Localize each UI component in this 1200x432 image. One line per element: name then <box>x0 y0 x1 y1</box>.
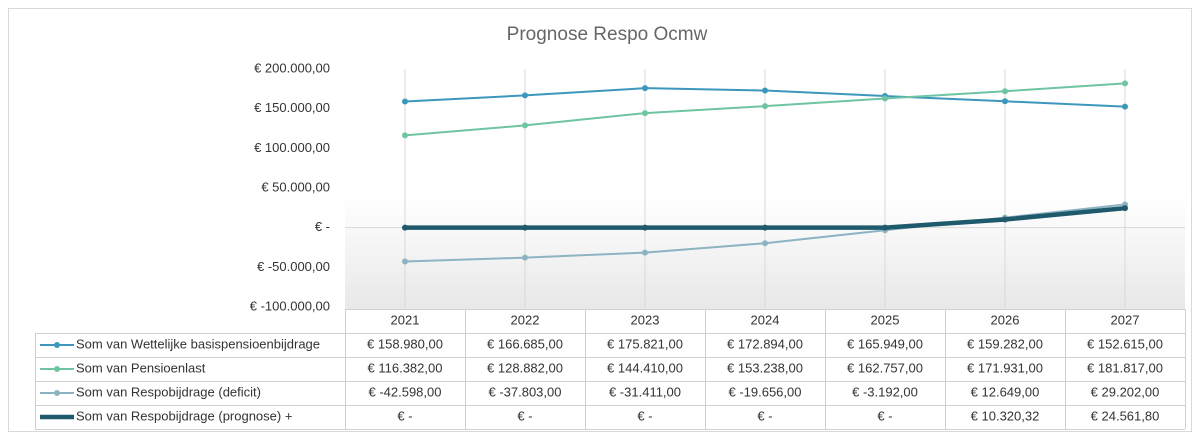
legend-label: Som van Respobijdrage (prognose) + <box>76 408 292 423</box>
data-label: € 159.282,00 <box>967 336 1043 351</box>
point-marker <box>642 224 648 231</box>
y-tick-label: € -50.000,00 <box>257 259 330 274</box>
x-tick-label: 2025 <box>871 312 900 327</box>
y-tick-label: € 200.000,00 <box>254 60 330 75</box>
legend-label: Som van Pensioenlast <box>76 360 206 375</box>
data-label: € -42.598,00 <box>368 384 441 399</box>
point-marker <box>762 224 768 231</box>
data-label: € 10.320,32 <box>971 408 1040 423</box>
point-marker <box>882 95 888 102</box>
data-label: € 128.882,00 <box>487 360 563 375</box>
data-label: € 166.685,00 <box>487 336 563 351</box>
data-label: € 116.382,00 <box>368 360 443 375</box>
point-marker <box>522 224 528 231</box>
data-label: € 153.238,00 <box>727 360 803 375</box>
data-label: € 144.410,00 <box>607 360 683 375</box>
data-label: € 24.561,80 <box>1091 408 1160 423</box>
point-marker <box>402 224 408 231</box>
data-label: € 158.980,00 <box>367 336 443 351</box>
point-marker <box>402 258 408 265</box>
point-marker <box>402 98 408 105</box>
y-tick-label: € -100.000,00 <box>250 298 330 313</box>
data-label: € 165.949,00 <box>847 336 923 351</box>
point-marker <box>402 132 408 139</box>
data-label: € - <box>517 408 532 423</box>
data-label: € -3.192,00 <box>852 384 918 399</box>
data-label: € -19.656,00 <box>728 384 801 399</box>
legend-marker <box>54 366 60 372</box>
point-marker <box>522 254 528 261</box>
point-marker <box>1122 205 1128 212</box>
data-label: € - <box>397 408 412 423</box>
data-label: € 172.894,00 <box>727 336 803 351</box>
legend-marker <box>54 390 60 396</box>
point-marker <box>762 103 768 110</box>
y-tick-label: € 150.000,00 <box>254 100 330 115</box>
y-tick-label: € 100.000,00 <box>254 140 330 155</box>
point-marker <box>522 122 528 129</box>
point-marker <box>1002 88 1008 95</box>
point-marker <box>1122 80 1128 87</box>
y-tick-label: € - <box>315 219 330 234</box>
y-tick-label: € 50.000,00 <box>261 179 330 194</box>
data-label: € 162.757,00 <box>847 360 923 375</box>
x-tick-label: 2026 <box>991 312 1020 327</box>
data-label: € - <box>877 408 892 423</box>
point-marker <box>642 110 648 117</box>
point-marker <box>642 85 648 92</box>
x-tick-label: 2023 <box>631 312 660 327</box>
x-tick-label: 2022 <box>511 312 540 327</box>
legend-label: Som van Wettelijke basispensioenbijdrage <box>76 336 320 351</box>
point-marker <box>1122 103 1128 110</box>
point-marker <box>522 92 528 99</box>
data-label: € 12.649,00 <box>971 384 1040 399</box>
data-label: € 171.931,00 <box>967 360 1043 375</box>
chart-title: Prognose Respo Ocmw <box>507 24 708 45</box>
x-tick-label: 2024 <box>751 312 780 327</box>
data-label: € - <box>757 408 772 423</box>
legend-marker <box>54 342 60 348</box>
data-label: € 175.821,00 <box>607 336 683 351</box>
x-tick-label: 2027 <box>1111 312 1140 327</box>
data-label: € 181.817,00 <box>1087 360 1163 375</box>
point-marker <box>1002 98 1008 105</box>
data-label: € 29.202,00 <box>1091 384 1160 399</box>
data-label: € -37.803,00 <box>488 384 561 399</box>
x-tick-label: 2021 <box>391 312 420 327</box>
data-label: € - <box>637 408 652 423</box>
point-marker <box>762 240 768 247</box>
data-label: € 152.615,00 <box>1087 336 1163 351</box>
point-marker <box>762 87 768 94</box>
point-marker <box>642 249 648 256</box>
point-marker <box>882 224 888 231</box>
data-label: € -31.411,00 <box>609 384 681 399</box>
point-marker <box>1002 216 1008 223</box>
legend-label: Som van Respobijdrage (deficit) <box>76 384 261 399</box>
